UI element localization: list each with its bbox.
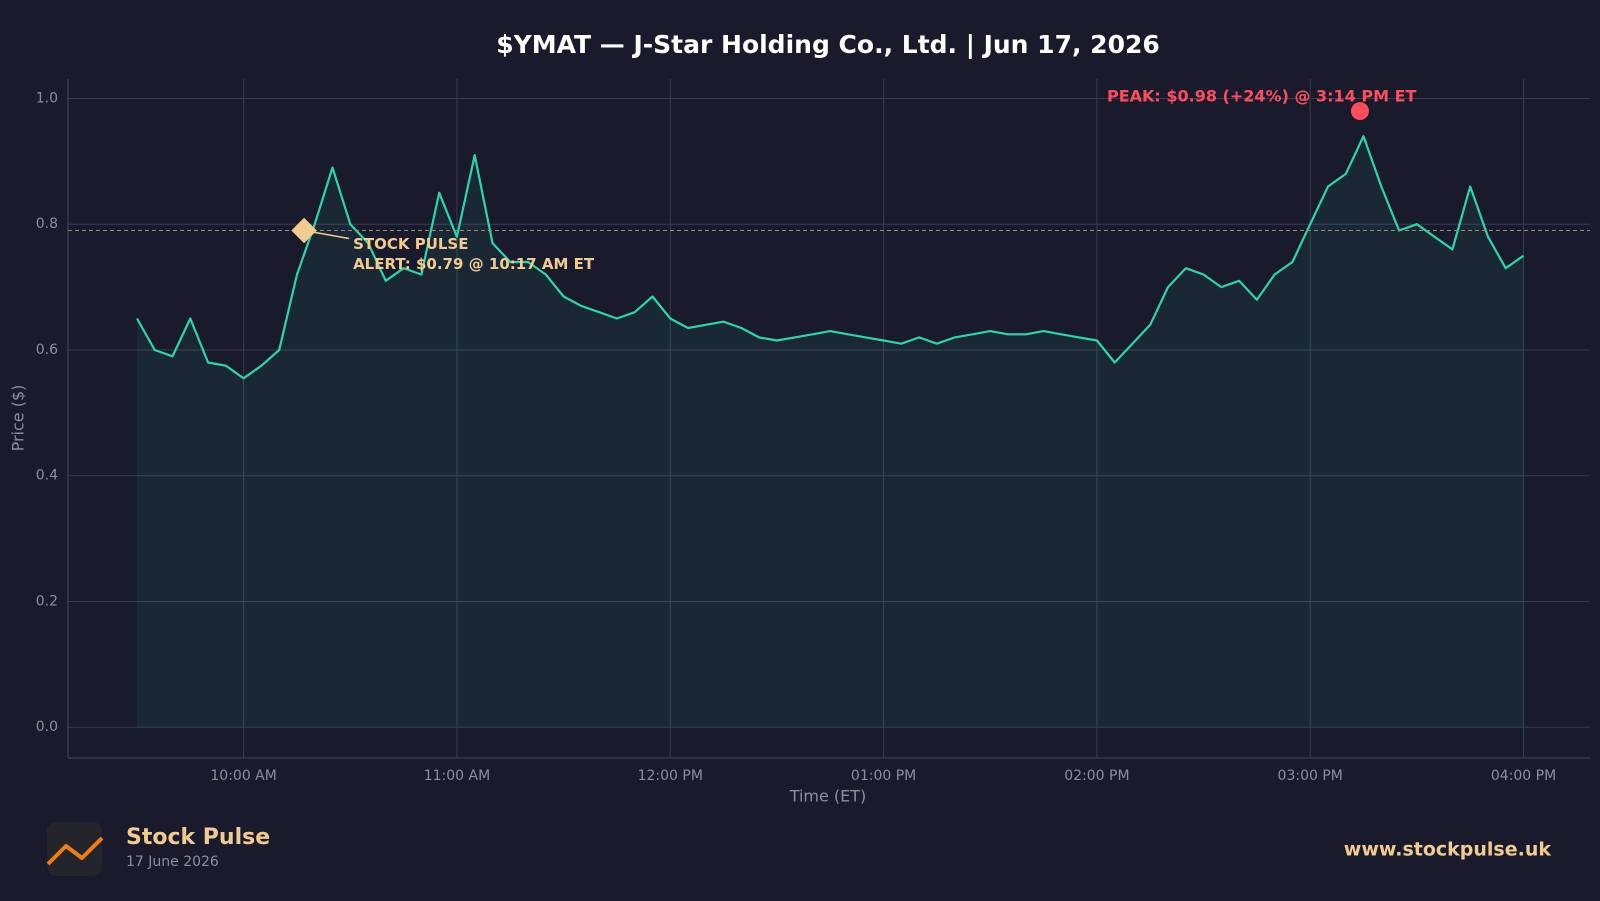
brand-name: Stock Pulse: [126, 825, 270, 850]
x-tick-label: 10:00 AM: [210, 768, 276, 784]
y-tick-label: 0.8: [36, 216, 58, 232]
y-tick-label: 0.6: [36, 342, 58, 358]
chart-title: $YMAT — J-Star Holding Co., Ltd. | Jun 1…: [496, 30, 1160, 59]
logo-icon: [46, 836, 104, 866]
y-tick-label: 1.0: [36, 90, 58, 106]
brand-date: 17 June 2026: [126, 854, 219, 870]
logo-box: [47, 822, 102, 876]
alert-label: ALERT: $0.79 @ 10:17 AM ET: [353, 255, 595, 273]
y-axis-label: Price ($): [9, 385, 28, 452]
x-tick-label: 02:00 PM: [1064, 768, 1129, 784]
x-tick-label: 01:00 PM: [851, 768, 916, 784]
x-tick-label: 11:00 AM: [424, 768, 490, 784]
price-line: [136, 135, 1525, 380]
y-tick-label: 0.0: [36, 719, 58, 735]
area: [137, 136, 1524, 728]
x-tick-label: 03:00 PM: [1278, 768, 1343, 784]
peak-marker: [1350, 102, 1369, 121]
website: www.stockpulse.uk: [1344, 839, 1552, 861]
y-tick-label: 0.2: [36, 593, 58, 609]
peak-label: PEAK: $0.98 (+24%) @ 3:14 PM ET: [1107, 87, 1417, 106]
x-tick-label: 04:00 PM: [1491, 768, 1556, 784]
y-tick-label: 0.4: [36, 468, 58, 484]
alert-marker: [291, 217, 317, 244]
x-axis-label: Time (ET): [789, 787, 867, 806]
alert-label: STOCK PULSE: [353, 235, 468, 253]
logo: [46, 822, 104, 876]
x-tick-label: 12:00 PM: [638, 768, 703, 784]
